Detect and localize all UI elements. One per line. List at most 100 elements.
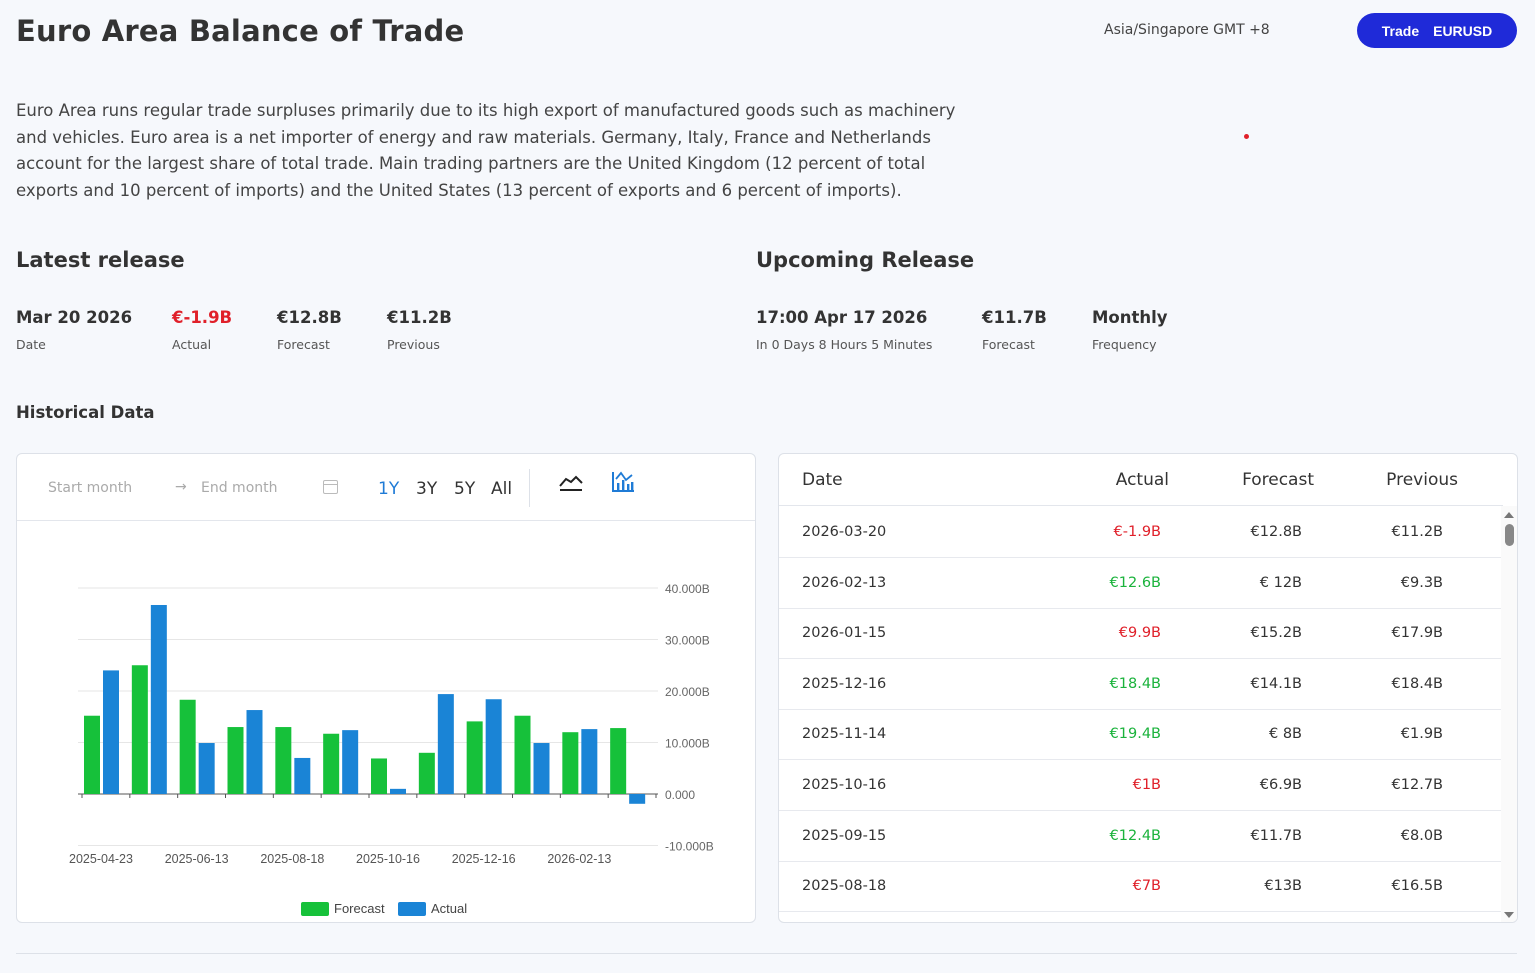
x-tick-label: 2025-06-13	[165, 852, 229, 866]
x-tick-label: 2025-12-16	[452, 852, 516, 866]
cell-previous: €9.3B	[1400, 574, 1443, 591]
cell-actual: €7B	[1132, 878, 1161, 895]
y-tick-label: 40.000B	[665, 582, 710, 596]
cell-previous: €11.2B	[1391, 524, 1443, 540]
actual-bar	[437, 694, 454, 794]
cell-previous: €16.5B	[1391, 878, 1443, 895]
cell-date: 2025-10-16	[802, 777, 887, 793]
scroll-up-icon[interactable]	[1504, 512, 1514, 518]
range-5y[interactable]: 5Y	[454, 479, 476, 499]
cell-actual: €19.4B	[1109, 726, 1161, 743]
cell-forecast: €12.8B	[1250, 524, 1302, 540]
forecast-bar	[131, 665, 148, 794]
cell-date: 2026-03-20	[802, 524, 887, 540]
latest-actual-stat: €-1.9B Actual	[172, 308, 232, 352]
header-actual[interactable]: Actual	[1115, 470, 1169, 490]
calendar-icon[interactable]	[323, 480, 338, 494]
cell-forecast: €14.1B	[1250, 675, 1302, 692]
upcoming-datetime: 17:00 Apr 17 2026	[756, 308, 928, 327]
table-row: 2025-11-14 €19.4B € 8B €1.9B	[779, 709, 1503, 761]
actual-bar	[342, 730, 359, 794]
legend-forecast-swatch	[301, 902, 329, 916]
scroll-down-icon[interactable]	[1504, 912, 1514, 918]
red-dot	[1244, 134, 1249, 139]
cell-forecast: € 12B	[1259, 574, 1302, 591]
timezone-label[interactable]: Asia/Singapore GMT +8	[1104, 22, 1270, 38]
cell-forecast: €6.9B	[1259, 777, 1302, 793]
latest-previous-stat: €11.2B Previous	[387, 308, 452, 352]
cell-previous: €12.7B	[1391, 777, 1443, 793]
cell-previous: €18.4B	[1391, 675, 1443, 692]
latest-previous: €11.2B	[387, 308, 452, 327]
upcoming-frequency: Monthly	[1092, 308, 1168, 327]
y-tick-label: 10.000B	[665, 737, 710, 751]
actual-bar	[581, 729, 598, 794]
start-month-input[interactable]: Start month	[48, 480, 133, 496]
forecast-bar	[466, 721, 483, 794]
range-3y[interactable]: 3Y	[416, 479, 438, 499]
actual-bar	[390, 788, 406, 794]
bar-chart: 40.000B 30.000B 20.000B 10.000B 0.000 -10.000…	[69, 582, 714, 916]
legend-actual-label: Actual	[431, 901, 467, 916]
cell-actual: €12.4B	[1109, 827, 1161, 844]
forecast-bar	[179, 699, 196, 794]
table-row: 2026-02-13 €12.6B € 12B €9.3B	[779, 558, 1503, 609]
upcoming-forecast-stat: €11.7B Forecast	[982, 308, 1047, 352]
table-row: 2025-12-16 €18.4B €14.1B €18.4B	[779, 659, 1503, 710]
chart-card: Start month → End month 1Y 3Y 5Y All 40.…	[16, 453, 756, 923]
chart-toolbar: Start month → End month 1Y 3Y 5Y All	[17, 454, 755, 521]
x-tick-label: 2025-04-23	[69, 852, 133, 866]
upcoming-release-title: Upcoming Release	[756, 248, 975, 272]
x-tick-label: 2026-02-13	[547, 852, 611, 866]
header-date[interactable]: Date	[802, 470, 843, 490]
y-tick-label: 20.000B	[665, 685, 710, 699]
cell-forecast: €15.2B	[1250, 625, 1302, 642]
latest-forecast-label: Forecast	[277, 337, 330, 352]
table-scrollbar[interactable]	[1501, 506, 1517, 922]
upcoming-frequency-stat: Monthly Frequency	[1092, 308, 1168, 352]
cell-actual: €9.9B	[1118, 625, 1161, 642]
table-row: 2026-01-15 €9.9B €15.2B €17.9B	[779, 608, 1503, 660]
latest-previous-label: Previous	[387, 337, 440, 352]
header-forecast[interactable]: Forecast	[1242, 470, 1314, 490]
forecast-bar	[371, 758, 387, 794]
latest-forecast: €12.8B	[277, 308, 342, 327]
actual-bar	[198, 743, 215, 794]
forecast-bar	[84, 715, 100, 794]
header-previous[interactable]: Previous	[1386, 470, 1458, 490]
cell-date: 2026-01-15	[802, 625, 887, 642]
forecast-bar	[418, 752, 435, 794]
y-tick-label: 0.000	[665, 788, 695, 802]
toolbar-divider	[529, 469, 530, 507]
bar-chart-icon[interactable]	[610, 469, 636, 495]
forecast-bar	[227, 727, 244, 794]
end-month-input[interactable]: End month	[201, 480, 278, 496]
cell-forecast: €11.7B	[1250, 827, 1302, 844]
x-tick-label: 2025-08-18	[260, 852, 324, 866]
cell-actual: €18.4B	[1109, 675, 1161, 692]
arrow-right-icon: →	[175, 479, 187, 495]
cell-forecast: € 8B	[1268, 726, 1302, 743]
cell-date: 2026-02-13	[802, 574, 887, 591]
actual-bar	[485, 699, 502, 794]
legend-forecast-label: Forecast	[334, 901, 385, 916]
latest-date: Mar 20 2026	[16, 308, 133, 327]
actual-bar	[533, 743, 550, 794]
trade-button[interactable]: Trade EURUSD	[1357, 13, 1517, 48]
actual-bar	[629, 794, 646, 804]
page-title: Euro Area Balance of Trade	[16, 14, 465, 48]
cell-date: 2025-09-15	[802, 827, 887, 844]
upcoming-datetime-stat: 17:00 Apr 17 2026 In 0 Days 8 Hours 5 Mi…	[756, 308, 932, 352]
scroll-thumb[interactable]	[1505, 524, 1514, 546]
latest-actual-label: Actual	[172, 337, 212, 352]
cell-previous: €17.9B	[1391, 625, 1443, 642]
line-chart-icon[interactable]	[558, 469, 584, 495]
cell-previous: €1.9B	[1400, 726, 1443, 743]
range-all[interactable]: All	[491, 479, 513, 499]
range-1y[interactable]: 1Y	[378, 479, 400, 499]
trade-label: Trade	[1381, 22, 1420, 39]
forecast-bar	[610, 728, 627, 794]
actual-bar	[103, 670, 119, 794]
actual-bar	[150, 604, 167, 794]
actual-bar	[294, 757, 311, 794]
